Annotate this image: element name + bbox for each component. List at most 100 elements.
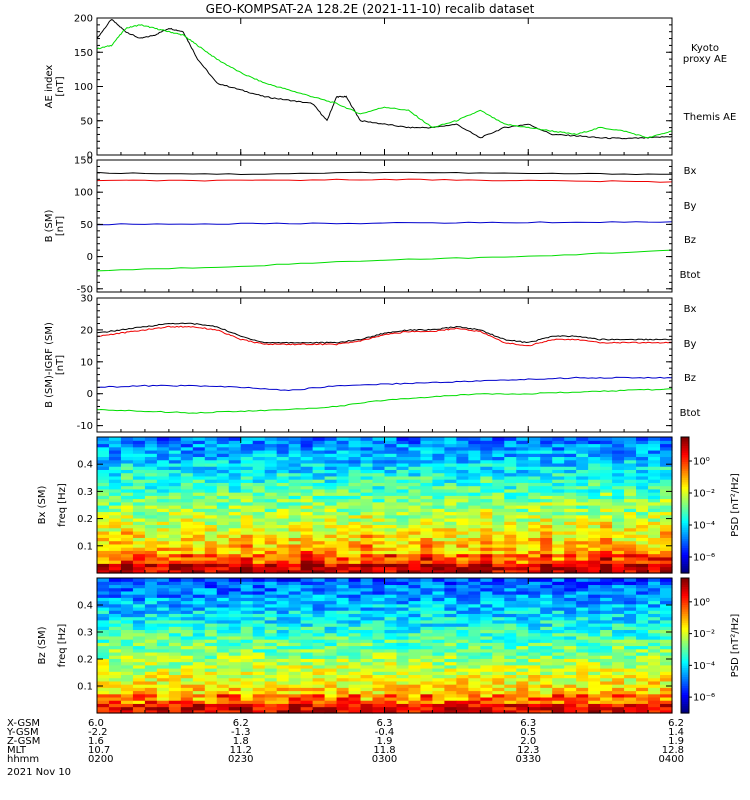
spectrogram-cell [144,639,158,643]
spectrogram-cell [648,584,661,589]
spectrogram-cell [600,505,613,509]
spectrogram-cell [576,590,589,595]
spectrogram-cell [360,440,374,445]
spectrogram-cell [600,696,613,701]
spectrogram-cell [324,590,338,595]
spectrogram-cell [420,534,434,538]
spectrogram-cell [120,521,134,526]
colorbar-cell [681,554,689,558]
spectrogram-cell [396,556,410,561]
spectrogram-cell [180,597,194,602]
spectrogram-cell [432,498,445,503]
spectrogram-cell [636,703,649,708]
spectrogram-cell [216,505,230,509]
spectrogram-cell [228,459,242,464]
spectrogram-cell [264,540,278,545]
spectrogram-cell [288,687,302,692]
spectrogram-cell [660,449,673,454]
spectrogram-cell [468,440,481,445]
spectrogram-cell [384,543,398,548]
spectrogram-cell [120,635,134,640]
spectrogram-cell [120,600,134,605]
spectrogram-cell [468,687,481,692]
spectrogram-cell [240,603,254,608]
spectrogram-cell [624,610,637,614]
spectrogram-cell [516,462,529,467]
spectrogram-cell [636,600,649,605]
spectrogram-cell [360,485,374,490]
spectrogram-cell [108,488,122,493]
spectrogram-cell [168,459,182,464]
spectrogram-cell [624,479,637,483]
spectrogram-cell [372,677,386,682]
spectrogram-cell [504,584,517,589]
spectrogram-cell [528,623,541,627]
spectrogram-cell [300,706,314,711]
spectrogram-cell [444,469,457,474]
spectrogram-cell [288,508,302,513]
spectrogram-cell [492,677,505,682]
spectrogram-cell [492,495,505,500]
spectrogram-cell [648,619,661,624]
spectrogram-cell [324,658,338,663]
spectrogram-cell [168,453,182,458]
spectrogram-cell [132,584,146,589]
spectrogram-cell [300,597,314,602]
spectrogram-cell [444,505,457,509]
spectrogram-cell [144,674,158,679]
spectrogram-cell [204,505,218,509]
spectrogram-cell [396,700,410,704]
spectrogram-cell [372,553,386,558]
spectrogram-cell [348,443,362,448]
spectrogram-cell [624,556,637,561]
spectrogram-cell [456,706,469,711]
spectrogram-cell [456,543,469,548]
spectrogram-cell [240,664,254,669]
spectrogram-cell [504,709,517,714]
spectrogram-cell [432,543,445,548]
spectrogram-cell [324,511,338,516]
spectrogram-cell [204,635,218,640]
spectrogram-cell [324,626,338,631]
colorbar-cell [681,607,689,611]
spectrogram-cell [276,492,290,496]
spectrogram-cell [456,479,469,483]
spectrogram-cell [516,437,529,441]
spectrogram-cell [108,597,122,602]
spectrogram-cell [204,651,218,656]
spectrogram-cell [216,540,230,545]
spectrogram-cell [396,590,410,595]
spectrogram-cell [144,578,158,582]
spectrogram-cell [432,619,445,624]
spectrogram-cell [648,587,661,592]
spectrogram-cell [432,613,445,618]
spectrogram-cell [192,600,206,605]
spectrogram-cell [480,472,493,477]
spectrogram-cell [360,443,374,448]
spectrogram-cell [504,498,517,503]
spectrogram-cell [264,600,278,605]
spectrogram-cell [312,642,326,647]
colorbar-cell [681,692,689,696]
spectrogram-cell [408,514,422,519]
spectrogram-cell [216,511,230,516]
spectrogram-cell [468,475,481,480]
spectrogram-cell [372,514,386,519]
spectrogram-cell [204,581,218,586]
spectrogram-cell [384,469,398,474]
spectrogram-cell [396,456,410,461]
spectrogram-cell [528,629,541,634]
spectrogram-cell [384,658,398,663]
spectrogram-cell [120,530,134,535]
spectrogram-cell [156,623,170,627]
spectrogram-cell [648,479,661,483]
spectrogram-cell [648,530,661,535]
spectrogram-cell [492,635,505,640]
spectrogram-cell [432,466,445,470]
spectrogram-cell [216,501,230,506]
spectrogram-cell [408,680,422,685]
spectrogram-cell [636,674,649,679]
spectrogram-cell [336,635,350,640]
spectrogram-cell [540,645,553,650]
spectrogram-cell [132,597,146,602]
